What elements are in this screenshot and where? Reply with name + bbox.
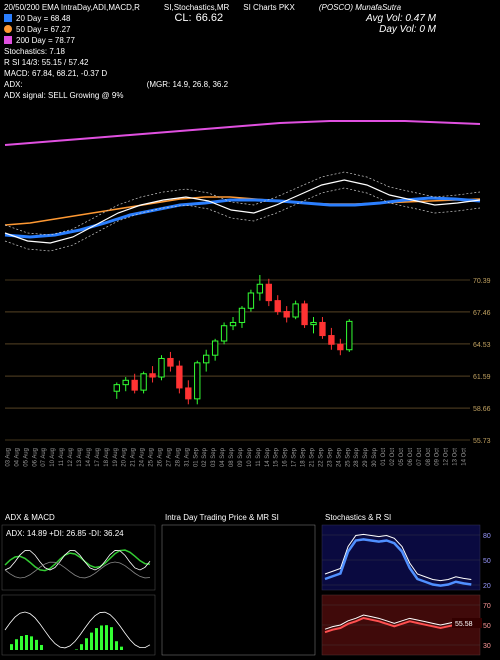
title-left: 20/50/200 EMA IntraDay,ADI,MACD,R (4, 3, 140, 12)
ma200-label: 200 Day = 78.77 (16, 36, 75, 45)
svg-text:28 Sep: 28 Sep (354, 447, 360, 467)
day-vol: Day Vol: 0 M (379, 24, 436, 35)
rsi-label: R SI 14/3: 55.15 / 57.42 (4, 58, 89, 67)
svg-text:23 Sep: 23 Sep (327, 447, 333, 467)
svg-text:19 Aug: 19 Aug (113, 448, 119, 467)
svg-text:09 Oct: 09 Oct (435, 448, 441, 466)
svg-text:02 Sep: 02 Sep (202, 447, 208, 467)
ma20-label: 20 Day = 68.48 (16, 14, 70, 23)
svg-text:24 Sep: 24 Sep (336, 447, 342, 467)
svg-text:06 Oct: 06 Oct (408, 448, 414, 466)
svg-text:30: 30 (483, 643, 491, 650)
stoch-label: Stochastics: 7.18 (4, 47, 65, 56)
svg-text:ADX: 14.89 +DI: 26.85 -DI: 36.: ADX: 14.89 +DI: 26.85 -DI: 36.24 (6, 529, 124, 538)
chart-header: 20/50/200 EMA IntraDay,ADI,MACD,R SI,Sto… (0, 0, 500, 103)
svg-text:58.66: 58.66 (473, 406, 491, 413)
svg-text:20 Aug: 20 Aug (122, 448, 128, 467)
svg-text:29 Sep: 29 Sep (363, 447, 369, 467)
svg-text:05 Aug: 05 Aug (23, 448, 29, 467)
svg-text:15 Sep: 15 Sep (274, 447, 280, 467)
svg-text:50: 50 (483, 558, 491, 565)
svg-text:05 Oct: 05 Oct (399, 448, 405, 466)
ma200-swatch (4, 36, 12, 44)
svg-text:13 Aug: 13 Aug (77, 448, 83, 467)
svg-text:10 Sep: 10 Sep (247, 447, 253, 467)
title-far: (POSCO) MunafaSutra (319, 3, 401, 12)
svg-text:67.46: 67.46 (473, 310, 491, 317)
svg-text:55.58: 55.58 (455, 621, 473, 628)
adx-label: ADX: (4, 80, 23, 89)
svg-text:18 Aug: 18 Aug (104, 448, 110, 467)
svg-text:02 Oct: 02 Oct (390, 448, 396, 466)
svg-text:31 Aug: 31 Aug (184, 448, 190, 467)
svg-text:70: 70 (483, 603, 491, 610)
svg-text:21 Sep: 21 Sep (310, 447, 316, 467)
svg-text:22 Sep: 22 Sep (318, 447, 324, 467)
svg-text:11 Sep: 11 Sep (256, 447, 262, 466)
macd-label: MACD: 67.84, 68.21, -0.37 D (4, 69, 107, 78)
svg-text:55.73: 55.73 (473, 438, 491, 445)
svg-text:07 Oct: 07 Oct (417, 448, 423, 466)
svg-text:18 Sep: 18 Sep (301, 447, 307, 467)
svg-text:61.59: 61.59 (473, 374, 491, 381)
svg-text:07 Aug: 07 Aug (41, 448, 47, 467)
ma-chart (0, 95, 500, 265)
ma50-label: 50 Day = 67.27 (16, 25, 70, 34)
svg-text:14 Sep: 14 Sep (265, 447, 271, 467)
svg-text:09 Sep: 09 Sep (238, 447, 244, 467)
svg-text:27 Aug: 27 Aug (166, 448, 172, 467)
svg-text:11 Aug: 11 Aug (59, 448, 65, 466)
svg-text:10 Aug: 10 Aug (50, 448, 56, 467)
candle-chart: 70.3967.4664.5361.5958.6655.7370.3903 Au… (0, 275, 500, 490)
svg-text:01 Sep: 01 Sep (193, 447, 199, 467)
svg-text:06 Aug: 06 Aug (32, 448, 38, 467)
adx-title: ADX & MACD (5, 513, 55, 522)
svg-text:24 Aug: 24 Aug (140, 448, 146, 467)
svg-text:Intra Day Trading Price & MR: Intra Day Trading Price & MR SI (165, 513, 279, 522)
svg-text:03 Sep: 03 Sep (211, 447, 217, 467)
svg-text:70.39: 70.39 (473, 278, 491, 285)
svg-text:01 Oct: 01 Oct (381, 448, 387, 466)
ma20-swatch (4, 14, 12, 22)
svg-text:12 Oct: 12 Oct (444, 448, 450, 466)
svg-text:25 Aug: 25 Aug (149, 448, 155, 467)
svg-text:12 Aug: 12 Aug (68, 448, 74, 467)
svg-text:64.53: 64.53 (473, 342, 491, 349)
svg-text:17 Aug: 17 Aug (95, 448, 101, 467)
svg-text:08 Oct: 08 Oct (426, 448, 432, 466)
svg-text:08 Sep: 08 Sep (229, 447, 235, 467)
svg-text:20: 20 (483, 583, 491, 590)
title-right: SI Charts PKX (243, 3, 295, 12)
svg-text:04 Sep: 04 Sep (220, 447, 226, 467)
cl-value: 66.62 (196, 12, 224, 24)
svg-text:Stochastics & R SI: Stochastics & R SI (325, 513, 391, 522)
svg-text:13 Oct: 13 Oct (453, 448, 459, 466)
svg-text:04 Aug: 04 Aug (14, 448, 20, 467)
avg-vol: Avg Vol: 0.47 M (366, 13, 436, 24)
mgr-label: (MGR: 14.9, 26.8, 36.2 (147, 80, 228, 89)
svg-text:17 Sep: 17 Sep (292, 447, 298, 467)
svg-text:28 Aug: 28 Aug (175, 448, 181, 467)
ma50-swatch (4, 25, 12, 33)
svg-text:30 Sep: 30 Sep (372, 447, 378, 467)
title-mid: SI,Stochastics,MR (164, 3, 229, 12)
svg-text:50: 50 (483, 623, 491, 630)
svg-text:16 Sep: 16 Sep (283, 447, 289, 467)
svg-text:26 Aug: 26 Aug (157, 448, 163, 467)
svg-text:80: 80 (483, 533, 491, 540)
cl-label: CL: (174, 12, 191, 24)
svg-text:14 Aug: 14 Aug (86, 448, 92, 467)
indicator-panels: ADX & MACD ADX: 14.89 +DI: 26.85 -DI: 36.… (0, 510, 500, 660)
svg-text:21 Aug: 21 Aug (131, 448, 137, 467)
svg-text:14 Oct: 14 Oct (462, 448, 468, 466)
svg-text:03 Aug: 03 Aug (5, 448, 11, 467)
svg-text:25 Sep: 25 Sep (345, 447, 351, 467)
